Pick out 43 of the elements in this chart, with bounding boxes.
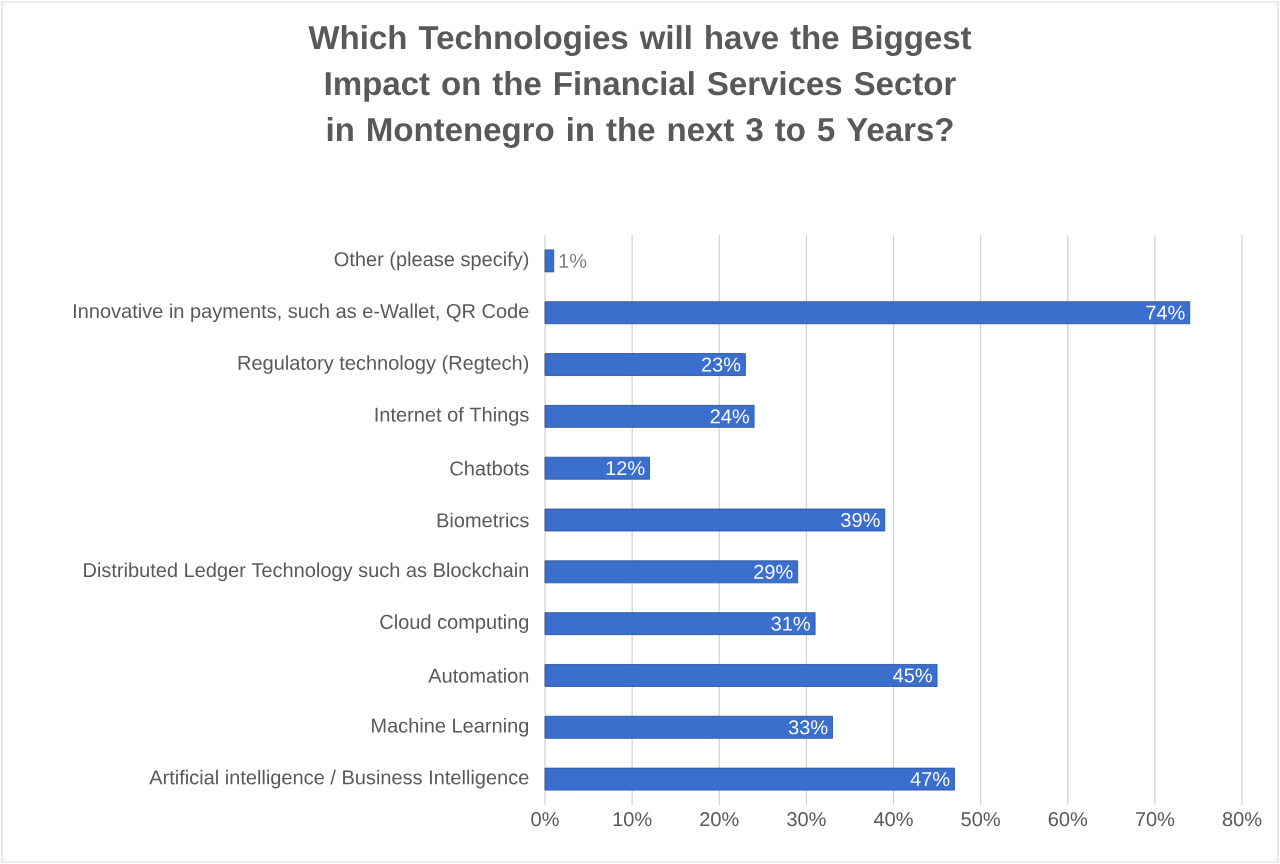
- data-label: 47%: [910, 772, 950, 787]
- data-label: 29%: [754, 564, 793, 579]
- y-tick-label: Regulatory technology (Regtech): [238, 355, 529, 374]
- x-tick-label: 20%: [700, 812, 739, 827]
- data-label: 12%: [606, 461, 645, 476]
- bar: [544, 404, 755, 428]
- x-tick-label: 40%: [873, 812, 913, 827]
- x-tick-label: 0%: [531, 812, 559, 827]
- y-tick-label: Machine Learning: [372, 717, 529, 737]
- bar: [544, 456, 650, 480]
- y-tick-label: Artificial intelligence / Business Intelligence: [149, 769, 529, 789]
- bar: [544, 301, 1191, 325]
- x-tick-label: 50%: [961, 812, 1000, 827]
- bar: [544, 249, 555, 273]
- bar: [544, 560, 799, 584]
- x-tick-label: 70%: [1135, 812, 1175, 827]
- y-tick-label: Cloud computing: [380, 614, 529, 633]
- data-label: 23%: [701, 357, 741, 372]
- data-label: 33%: [788, 720, 828, 735]
- data-label: 24%: [710, 409, 749, 424]
- data-label: 39%: [841, 512, 880, 528]
- y-tick-label: Innovative in payments, such as e-Wallet, QR Code: [74, 303, 529, 323]
- bar: [544, 353, 746, 376]
- x-tick-label: 10%: [613, 812, 652, 827]
- y-tick-label: Other (please specify): [334, 251, 529, 271]
- bar: [544, 664, 938, 687]
- data-label: 45%: [893, 668, 932, 683]
- data-label: 31%: [771, 616, 810, 631]
- x-tick-label: 80%: [1222, 812, 1262, 827]
- y-tick-label: Biometrics: [437, 512, 529, 528]
- y-tick-label: Chatbots: [450, 460, 529, 476]
- chart-title: Which Technologies will have the Biggest Impact on the Financial Services Sector in Montenegro in the next 3 to 5 Years?: [308, 25, 972, 148]
- bar: [544, 612, 816, 636]
- bar: [544, 767, 955, 791]
- bar: [544, 508, 886, 532]
- y-tick-label: Distributed Ledger Technology such as Blockchain: [84, 562, 528, 582]
- y-tick-label: Internet of Things: [375, 407, 529, 426]
- x-tick-label: 60%: [1048, 812, 1088, 827]
- data-label: 1%: [559, 253, 587, 268]
- y-tick-label: Automation: [428, 668, 529, 683]
- x-tick-label: 30%: [787, 812, 826, 827]
- data-label: 74%: [1146, 305, 1185, 320]
- bar: [544, 715, 833, 739]
